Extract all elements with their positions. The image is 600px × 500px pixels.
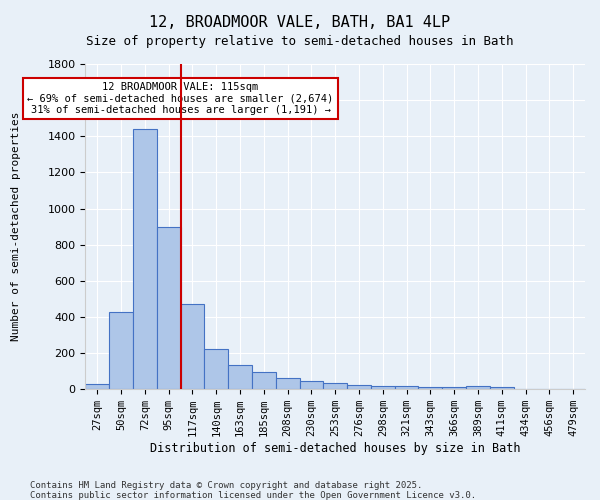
- Bar: [205, 348, 228, 389]
- Bar: [418, 387, 442, 389]
- Bar: [323, 384, 347, 389]
- X-axis label: Distribution of semi-detached houses by size in Bath: Distribution of semi-detached houses by …: [150, 442, 520, 455]
- Bar: [299, 380, 323, 389]
- Bar: [109, 312, 133, 389]
- Text: 12, BROADMOOR VALE, BATH, BA1 4LP: 12, BROADMOOR VALE, BATH, BA1 4LP: [149, 15, 451, 30]
- Text: Contains public sector information licensed under the Open Government Licence v3: Contains public sector information licen…: [30, 491, 476, 500]
- Y-axis label: Number of semi-detached properties: Number of semi-detached properties: [11, 112, 20, 342]
- Text: 12 BROADMOOR VALE: 115sqm
← 69% of semi-detached houses are smaller (2,674)
31% : 12 BROADMOOR VALE: 115sqm ← 69% of semi-…: [28, 82, 334, 116]
- Bar: [466, 386, 490, 389]
- Bar: [157, 226, 181, 389]
- Bar: [371, 386, 395, 389]
- Text: Size of property relative to semi-detached houses in Bath: Size of property relative to semi-detach…: [86, 35, 514, 48]
- Text: Contains HM Land Registry data © Crown copyright and database right 2025.: Contains HM Land Registry data © Crown c…: [30, 481, 422, 490]
- Bar: [85, 384, 109, 389]
- Bar: [133, 129, 157, 389]
- Bar: [228, 365, 252, 389]
- Bar: [347, 385, 371, 389]
- Bar: [490, 387, 514, 389]
- Bar: [276, 378, 299, 389]
- Bar: [395, 386, 418, 389]
- Bar: [252, 372, 276, 389]
- Bar: [442, 388, 466, 389]
- Bar: [181, 304, 205, 389]
